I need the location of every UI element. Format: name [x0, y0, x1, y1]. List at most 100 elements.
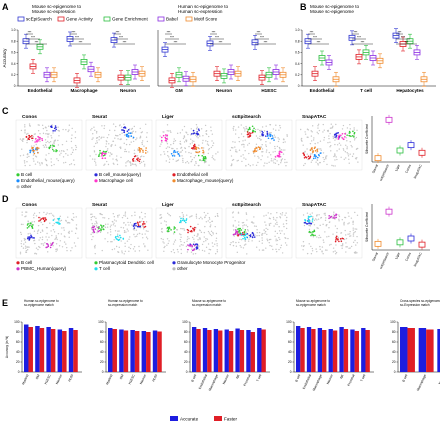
panel-c-pt-other — [311, 159, 313, 162]
panel-c-pt-other — [44, 139, 47, 141]
panel-d-pt-other — [169, 215, 172, 217]
panel-e-bar-2-6-0 — [257, 328, 262, 372]
panel-d-pt-other — [231, 212, 234, 214]
panel-d-pt-other — [238, 241, 240, 244]
panel-c-pt-other — [47, 133, 49, 136]
panel-c-pt-other — [303, 164, 305, 167]
panel-d-pt-4 — [307, 219, 309, 222]
panel-c-pt-other — [133, 149, 136, 151]
panel-d-pt-other — [63, 227, 65, 229]
panel-d-pt-other — [41, 238, 44, 241]
panel-c-pt-other — [103, 127, 105, 130]
panel-d-pt-other — [245, 213, 248, 215]
panel-a-sig: *** — [260, 35, 264, 39]
panel-c-pt-other — [107, 163, 110, 166]
panel-c-pt-other — [244, 128, 246, 130]
panel-e-ytick-label: 0 — [102, 370, 104, 374]
legend-swatch-0 — [17, 16, 25, 22]
panel-d-pt-other — [350, 245, 353, 248]
panel-c-pt-1 — [193, 132, 196, 134]
panel-c-pt-other — [304, 131, 306, 133]
panel-c-pt-other — [349, 128, 351, 130]
panel-d-sil-xcat-2: Liger — [394, 251, 401, 260]
panel-c-pt-other — [306, 153, 309, 155]
panel-d-pt-other — [191, 236, 194, 239]
panel-c-pt-other — [38, 162, 41, 164]
panel-c-pt-other — [41, 162, 43, 164]
panel-d-pt-3 — [330, 215, 333, 218]
panel-c-pt-other — [117, 138, 119, 140]
panel-d-pt-other — [349, 230, 351, 233]
panel-c-legend-dot-4 — [94, 179, 98, 183]
panel-d-pt-other — [334, 250, 336, 252]
panel-c-pt-other — [45, 133, 47, 135]
panel-d-pt-1 — [27, 226, 30, 228]
panel-c-sil-xcat-2: Liger — [394, 163, 401, 172]
panel-d-pt-other — [310, 245, 312, 248]
panel-c-pt-2 — [307, 155, 310, 158]
panel-d-pt-3 — [46, 243, 49, 245]
panel-d-pt-other — [72, 219, 74, 222]
panel-c-pt-2 — [250, 132, 252, 135]
panel-c-pt-other — [300, 139, 303, 142]
panel-b-sig: *** — [398, 30, 402, 34]
panel-d-pt-other — [319, 248, 321, 251]
panel-e-title-3: sc-epigenome match — [296, 303, 326, 307]
panel-c-pt-4 — [39, 136, 41, 139]
panel-c-pt-other — [354, 137, 356, 140]
panel-c-pt-other — [282, 149, 284, 151]
panel-c-sil-box — [396, 147, 404, 154]
panel-c-pt-other — [103, 136, 105, 138]
panel-d-pt-2 — [196, 243, 199, 246]
panel-d-pt-other — [147, 249, 149, 251]
panel-d-pt-other — [320, 217, 322, 219]
panel-d-pt-4 — [122, 238, 125, 240]
panel-c-pt-other — [338, 148, 340, 150]
panel-d-pt-other — [319, 245, 321, 248]
panel-c-pt-other — [71, 147, 73, 149]
panel-d-pt-other — [308, 228, 311, 231]
panel-d-pt-other — [261, 242, 263, 244]
panel-a-left-ytick-label: 0.2 — [11, 73, 16, 77]
panel-c-pt-5 — [258, 148, 261, 151]
panel-c-pt-other — [311, 125, 314, 127]
panel-d-pt-other — [125, 231, 127, 233]
panel-c-pt-other — [304, 133, 307, 135]
panel-c-pt-other — [133, 163, 135, 166]
panel-d-pt-0 — [193, 228, 196, 231]
panel-d-pt-4 — [56, 222, 59, 224]
panel-c-pt-other — [146, 151, 149, 153]
panel-d-pt-other — [173, 251, 176, 254]
panel-d-pt-other — [49, 242, 52, 245]
panel-d-pt-other — [66, 222, 69, 224]
panel-d-pt-other — [212, 231, 214, 234]
panel-e-bar-3-0-1 — [300, 328, 305, 372]
panel-c-sil-xcat-1: scEpiSearch — [379, 164, 390, 182]
panel-c-pt-other — [173, 138, 175, 140]
panel-d-pt-other — [236, 251, 239, 254]
panel-c-pt-4 — [165, 137, 167, 140]
panel-d-pt-other — [111, 241, 113, 243]
panel-c-pt-other — [93, 145, 95, 148]
panel-e-bar-2-3-0 — [224, 329, 229, 372]
panel-d-pt-2 — [135, 222, 137, 225]
panel-c-pt-1 — [192, 129, 195, 132]
panel-d-pt-0 — [337, 239, 339, 241]
panel-c-pt-0 — [254, 130, 257, 133]
panel-c-pt-other — [120, 147, 122, 150]
panel-d-pt-other — [324, 249, 327, 251]
panel-c-pt-other — [186, 160, 188, 163]
panel-d-sil-xcat-1: scEpiSearch — [379, 252, 390, 270]
panel-d-legend-label-2: Granulocyte Monocyte Progenitor — [177, 260, 246, 265]
panel-c-pt-other — [32, 154, 35, 156]
panel-d-pt-0 — [38, 220, 40, 222]
panel-b-xcat-0: Endothelial — [310, 88, 335, 93]
panel-d-pt-other — [276, 239, 279, 242]
panel-c-pt-other — [199, 135, 201, 137]
panel-d-pt-3 — [335, 216, 338, 219]
panel-c-pt-other — [232, 129, 235, 131]
panel-d-pt-2 — [139, 225, 142, 228]
panel-d-pt-3 — [188, 245, 191, 247]
panel-d-pt-other — [311, 247, 314, 250]
panel-d-pt-other — [186, 240, 188, 242]
